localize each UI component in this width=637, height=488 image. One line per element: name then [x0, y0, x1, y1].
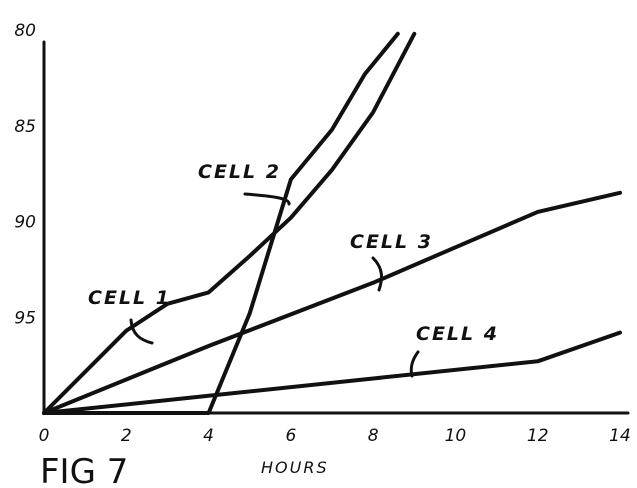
y-tick-label: 85 — [14, 117, 36, 137]
series-label-cell-1: CELL 1 — [88, 287, 171, 309]
leader-line-cell-3 — [371, 256, 383, 292]
x-tick-label: 14 — [609, 426, 631, 446]
series-line-cell-3 — [42, 190, 622, 415]
y-tick-label: 95 — [14, 308, 36, 328]
x-tick-label: 8 — [368, 426, 379, 446]
figure-label: FIG 7 — [40, 452, 128, 488]
y-tick-label: 90 — [14, 213, 36, 233]
x-tick-label: 4 — [203, 426, 214, 446]
series-line-cell-4 — [42, 330, 622, 415]
series-line-cell-2 — [42, 31, 400, 415]
x-tick-label: 2 — [121, 426, 132, 446]
series-label-cell-4: CELL 4 — [416, 323, 499, 345]
leader-line-cell-2 — [243, 192, 291, 206]
x-tick-label: 10 — [445, 426, 467, 446]
series-label-cell-3: CELL 3 — [350, 231, 433, 253]
leader-line-cell-4 — [409, 350, 420, 378]
x-tick-label: 6 — [285, 426, 296, 446]
x-tick-label: 0 — [39, 426, 50, 446]
leader-line-cell-1 — [129, 318, 154, 345]
series-label-cell-2: CELL 2 — [198, 161, 281, 183]
y-tick-label: 80 — [14, 21, 36, 41]
x-axis-label: HOURS — [261, 458, 329, 477]
series-line-cell-1 — [42, 31, 417, 415]
x-tick-label: 12 — [527, 426, 549, 446]
